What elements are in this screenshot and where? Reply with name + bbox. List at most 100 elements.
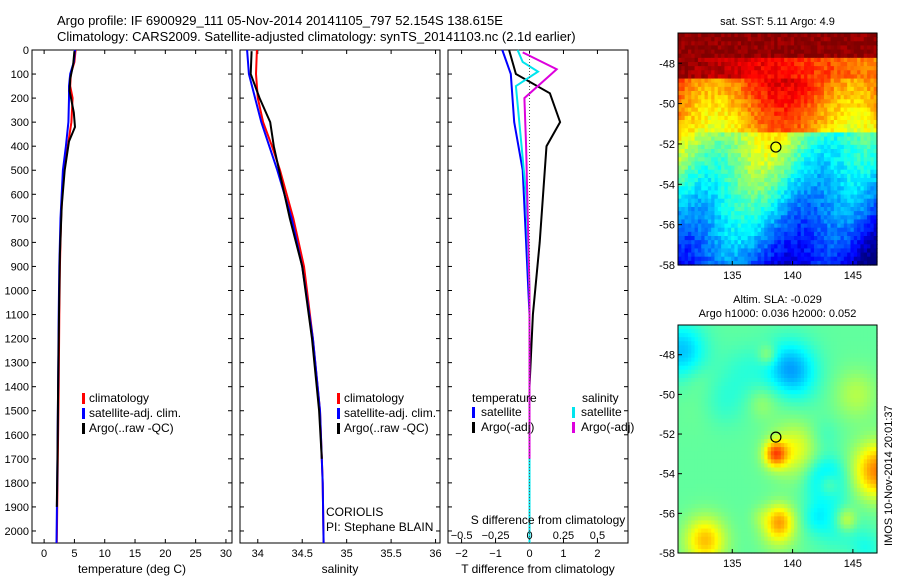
map-cell [867, 390, 871, 395]
map-cell [707, 198, 712, 204]
y-tick-label: 300 [11, 117, 29, 129]
map-cell [721, 99, 726, 105]
map-cell [697, 178, 702, 183]
map-cell [833, 248, 838, 254]
map-cell [767, 333, 772, 338]
map-cell [784, 260, 789, 266]
map-cell [737, 194, 742, 200]
map-cell [750, 386, 755, 391]
map-cell [774, 169, 779, 175]
map-cell [790, 57, 795, 63]
map-cell [870, 99, 875, 105]
map-cell [787, 361, 792, 367]
map-cell [843, 333, 848, 338]
map-cell [681, 78, 686, 84]
map-cell [804, 186, 808, 192]
map-cell [850, 107, 855, 113]
map-cell [820, 349, 825, 355]
map-cell [853, 223, 858, 229]
map-cell [678, 157, 682, 163]
map-cell [813, 357, 818, 363]
map-cell [764, 53, 769, 59]
map-cell [810, 244, 815, 250]
map-cell [754, 165, 759, 171]
map-cell [840, 45, 845, 51]
map-cell [843, 377, 848, 383]
map-cell [721, 325, 726, 330]
map-cell [737, 66, 742, 71]
map-cell [777, 128, 782, 134]
map-cell [804, 53, 808, 59]
map-cell [734, 91, 739, 96]
map-cell [734, 333, 739, 338]
map-cell [857, 252, 862, 258]
map-cell [734, 341, 739, 346]
map-cell [704, 240, 709, 245]
map-cell [774, 244, 779, 250]
map-cell [770, 86, 775, 92]
map-cell [853, 107, 858, 113]
map-cell [857, 165, 862, 171]
map-cell [681, 377, 686, 383]
map-cell [804, 406, 808, 412]
map-cell [784, 361, 789, 367]
map-cell [714, 132, 719, 138]
map-cell [870, 345, 875, 351]
map-cell [727, 82, 732, 88]
map-cell [760, 115, 765, 121]
map-cell [837, 120, 842, 125]
map-cell [823, 33, 828, 38]
map-cell [810, 394, 815, 399]
map-cell [731, 398, 735, 403]
map-cell [820, 190, 825, 196]
map-cell [764, 365, 769, 371]
map-cell [767, 227, 772, 233]
map-cell [691, 62, 696, 67]
map-cell [681, 325, 686, 330]
legend-title-temperature: temperature [472, 391, 537, 405]
map-cell [813, 252, 818, 258]
map-cell [840, 394, 845, 399]
map-cell [797, 329, 802, 334]
map-cell [711, 414, 716, 420]
map-cell [794, 95, 798, 100]
map-cell [843, 74, 848, 80]
map-cell [744, 236, 749, 241]
map-cell [797, 252, 802, 258]
map-cell [807, 215, 812, 221]
map-cell [857, 194, 862, 200]
map-cell [853, 410, 858, 416]
map-cell [724, 124, 729, 129]
map-cell [840, 202, 845, 208]
map-cell [873, 244, 878, 250]
map-cell [764, 161, 769, 167]
map-cell [847, 178, 852, 183]
map-cell [857, 91, 862, 96]
map-cell [717, 33, 722, 38]
map-cell [857, 231, 862, 237]
map-cell [813, 132, 818, 138]
map-cell [731, 349, 735, 355]
map-cell [800, 86, 805, 92]
map-cell [697, 357, 702, 363]
map-cell [707, 215, 712, 221]
map-cell [857, 186, 862, 192]
map-cell [837, 107, 842, 113]
map-cell [847, 333, 852, 338]
map-cell [837, 248, 842, 254]
map-cell [860, 252, 865, 258]
map-cell [764, 402, 769, 408]
map-cell [764, 410, 769, 416]
map-cell [684, 178, 689, 183]
map-cell [810, 357, 815, 363]
map-cell [747, 202, 752, 208]
map-cell [724, 390, 729, 395]
map-cell [873, 136, 878, 142]
map-cell [691, 132, 696, 138]
map-cell [734, 190, 739, 196]
map-cell [774, 182, 779, 187]
map-cell [731, 74, 735, 80]
map-cell [704, 341, 709, 346]
map-cell [684, 215, 689, 221]
map-cell [714, 53, 719, 59]
